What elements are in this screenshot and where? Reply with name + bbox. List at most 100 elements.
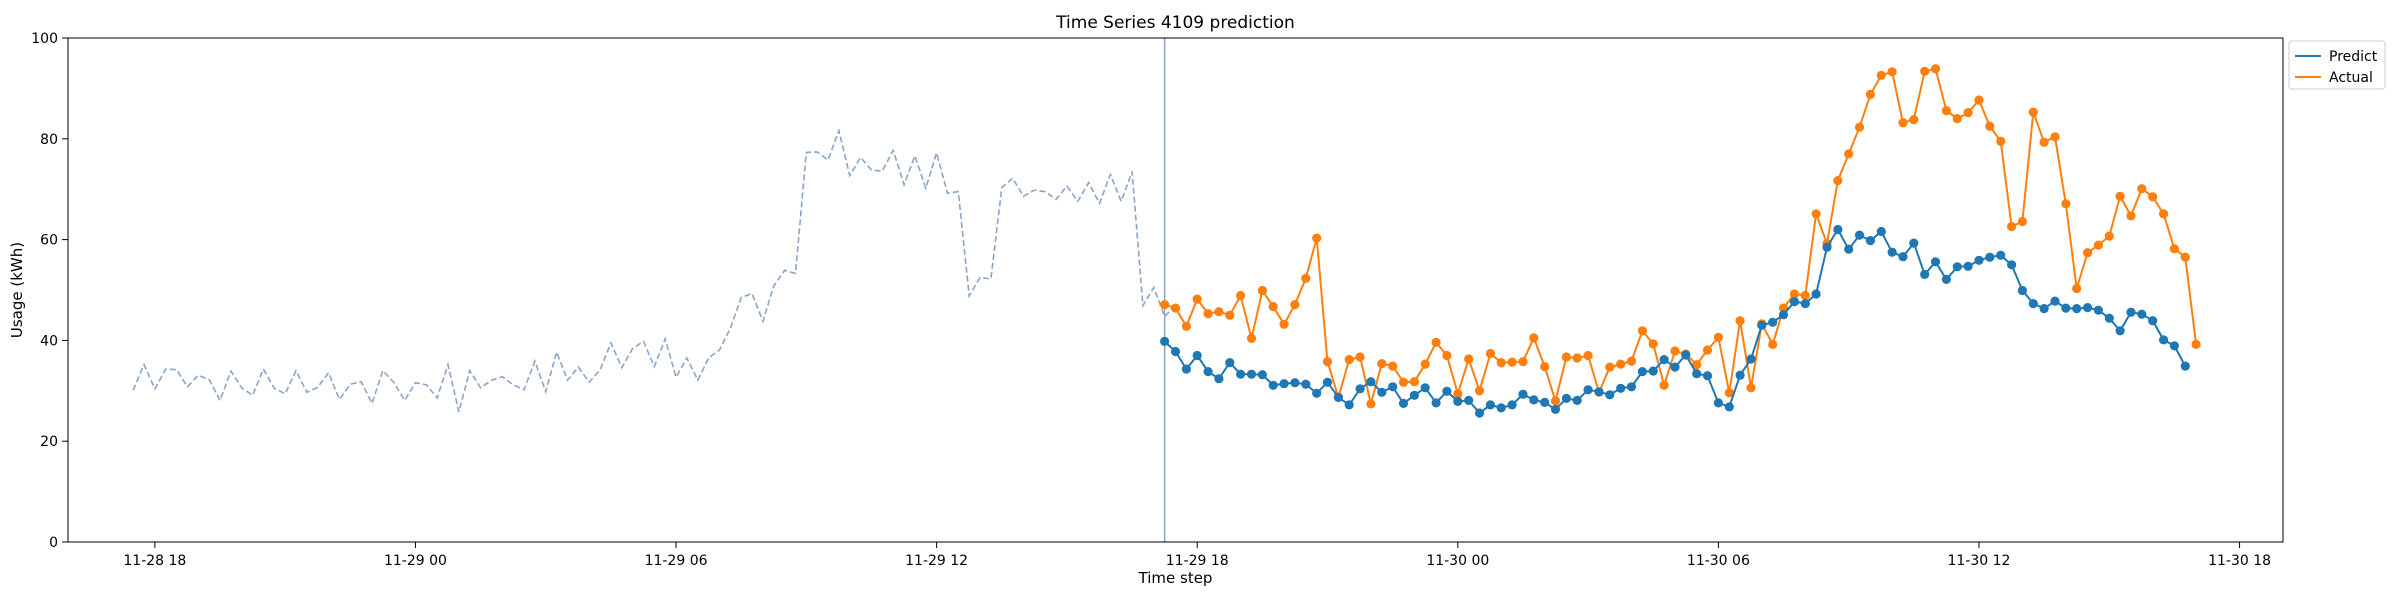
data-point-predict — [1757, 320, 1767, 330]
data-point-actual — [1398, 377, 1409, 387]
data-point-predict — [2017, 285, 2027, 296]
data-point-actual — [2104, 231, 2114, 241]
data-point-predict — [1377, 387, 1387, 397]
data-point-actual — [2028, 107, 2038, 117]
data-point-predict — [2050, 296, 2060, 306]
x-tick-label: 11-29 18 — [1166, 553, 1229, 569]
data-point-predict — [1800, 299, 1810, 309]
data-point-predict — [1301, 379, 1311, 389]
data-point-predict — [1312, 388, 1322, 398]
data-point-predict — [1985, 252, 1995, 262]
data-point-predict — [1583, 385, 1593, 395]
data-point-predict — [2028, 299, 2038, 309]
data-point-actual — [1800, 290, 1810, 301]
data-point-predict — [1214, 374, 1224, 384]
data-point-predict — [1322, 377, 1333, 387]
data-point-predict — [1496, 403, 1506, 413]
series-predict — [1160, 224, 2190, 418]
data-point-predict — [2072, 304, 2082, 314]
data-point-actual — [2148, 192, 2158, 202]
x-tick-label: 11-30 18 — [2208, 553, 2271, 569]
data-point-predict — [1474, 408, 1485, 418]
data-point-predict — [1876, 226, 1886, 237]
data-point-actual — [1409, 377, 1419, 387]
data-point-predict — [1561, 393, 1571, 403]
y-tick-label: 80 — [40, 132, 58, 148]
data-point-actual — [1561, 352, 1571, 362]
data-point-actual — [1160, 300, 1170, 310]
data-point-actual — [1507, 357, 1517, 367]
data-point-predict — [1540, 397, 1550, 407]
data-point-predict — [1702, 371, 1713, 381]
data-point-predict — [1844, 244, 1854, 254]
x-tick-label: 11-29 12 — [905, 553, 968, 569]
data-point-predict — [1952, 262, 1962, 272]
data-point-actual — [1236, 290, 1246, 301]
data-point-actual — [2017, 216, 2027, 227]
data-point-actual — [1887, 67, 1897, 77]
data-point-actual — [1985, 121, 1995, 131]
data-point-actual — [1257, 285, 1267, 296]
legend-label-actual: Actual — [2329, 70, 2373, 86]
y-tick-label: 0 — [49, 535, 58, 551]
data-point-actual — [1833, 176, 1843, 186]
data-point-predict — [1344, 400, 1354, 410]
x-axis-label: Time step — [1138, 569, 1213, 587]
data-point-predict — [1464, 395, 1474, 405]
data-point-predict — [1681, 350, 1691, 360]
x-tick-label: 11-30 00 — [1426, 553, 1489, 569]
legend-label-predict: Predict — [2329, 49, 2378, 65]
data-point-actual — [1312, 233, 1322, 243]
data-point-predict — [1637, 367, 1647, 377]
history-line — [132, 127, 1177, 413]
data-point-predict — [2169, 341, 2179, 351]
data-point-actual — [2050, 132, 2060, 142]
data-point-predict — [1225, 358, 1235, 368]
data-point-actual — [2159, 209, 2169, 219]
series-line-actual — [1164, 67, 2198, 405]
data-point-actual — [2126, 211, 2136, 221]
data-point-predict — [1854, 230, 1865, 240]
data-point-predict — [1920, 269, 1930, 279]
data-point-actual — [1279, 319, 1289, 329]
data-point-predict — [2159, 335, 2169, 345]
data-point-actual — [1898, 118, 1908, 128]
data-point-actual — [1920, 66, 1930, 76]
data-point-predict — [1713, 398, 1723, 408]
data-point-predict — [1735, 370, 1745, 380]
data-point-predict — [1898, 252, 1908, 262]
data-point-actual — [1789, 289, 1799, 299]
data-point-predict — [1616, 383, 1626, 393]
data-point-predict — [1257, 370, 1267, 380]
data-point-actual — [1474, 386, 1485, 396]
data-point-actual — [1952, 114, 1962, 124]
y-tick-label: 40 — [40, 333, 58, 349]
data-point-predict — [1594, 387, 1604, 397]
data-point-actual — [1203, 309, 1213, 319]
data-point-actual — [1909, 115, 1919, 125]
data-point-predict — [1453, 396, 1463, 406]
data-point-predict — [1746, 354, 1756, 364]
data-point-predict — [1398, 398, 1409, 408]
plot-area — [132, 38, 2201, 542]
data-point-actual — [1431, 337, 1441, 347]
data-point-predict — [1203, 367, 1213, 377]
data-point-predict — [1246, 369, 1257, 379]
data-point-predict — [1485, 400, 1495, 410]
data-point-predict — [2104, 313, 2114, 323]
data-point-predict — [1507, 400, 1517, 410]
data-point-actual — [1692, 360, 1702, 370]
data-point-predict — [2115, 326, 2125, 336]
data-point-predict — [1170, 346, 1181, 357]
data-point-predict — [1659, 355, 1669, 365]
data-point-actual — [1225, 310, 1235, 320]
data-point-actual — [1420, 359, 1430, 369]
x-axis: 11-28 18 11-29 00 11-29 06 11-29 12 11-29 18… — [123, 542, 2271, 569]
data-point-predict — [1279, 379, 1289, 389]
data-point-actual — [1181, 321, 1191, 331]
data-point-actual — [1605, 362, 1615, 372]
data-point-actual — [1659, 380, 1669, 390]
data-point-predict — [1833, 224, 1843, 235]
data-point-predict — [1431, 398, 1441, 408]
